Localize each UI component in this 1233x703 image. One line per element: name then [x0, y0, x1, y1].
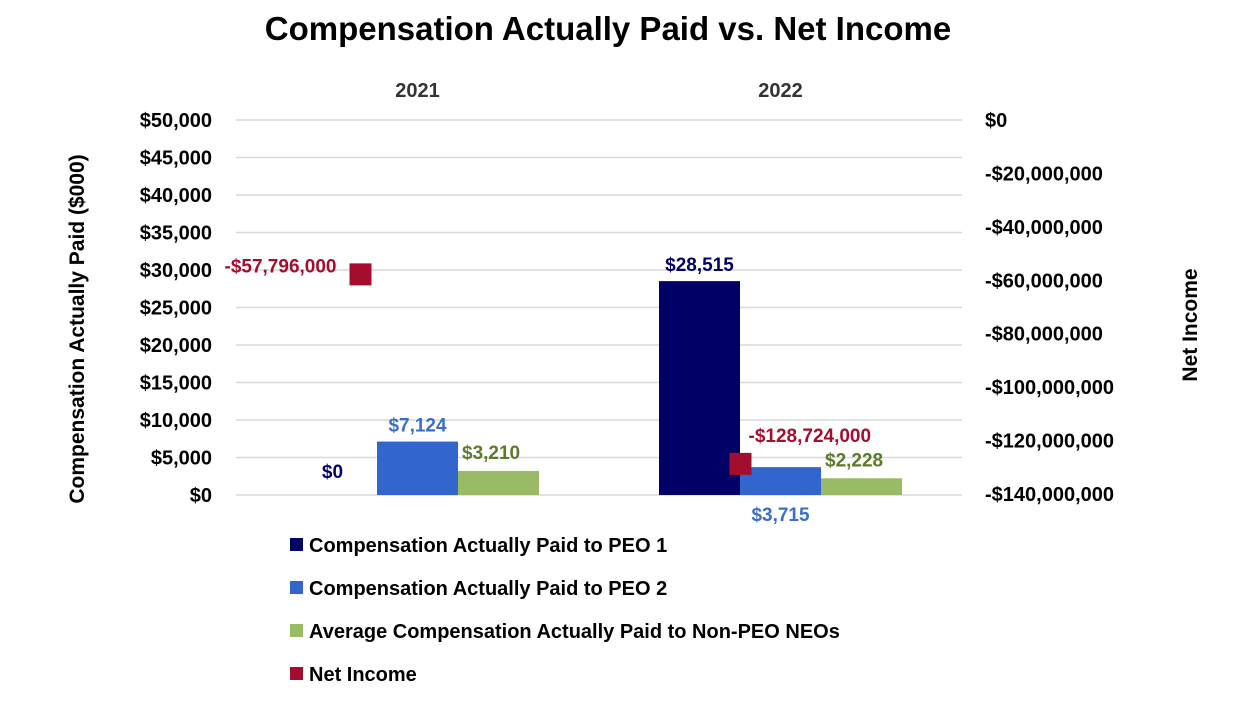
category-labels: 2021 2022 [395, 80, 803, 102]
bar [458, 470, 539, 495]
y-tick-label: $0 [190, 485, 212, 507]
y-tick-label: $25,000 [140, 298, 212, 320]
bar [821, 478, 902, 495]
chart-title: Compensation Actually Paid vs. Net Incom… [265, 10, 951, 47]
legend-swatch [290, 581, 303, 594]
category-label: 2022 [758, 80, 803, 102]
y2-tick-label: -$20,000,000 [985, 163, 1103, 185]
markers [349, 263, 752, 475]
net-income-marker [729, 452, 752, 475]
y-axis-ticks: $0 $5,000 $10,000 $15,000 $20,000 $25,000 $30,… [140, 110, 212, 507]
y2-axis-title: Net Income [1179, 268, 1202, 381]
data-label: -$57,796,000 [225, 256, 337, 277]
data-label: -$128,724,000 [749, 426, 872, 447]
data-label: $28,515 [665, 255, 734, 276]
data-label: $0 [322, 462, 343, 483]
data-labels: $0 $28,515 $7,124 $3,715 $3,210 $2,228 -$57,79… [225, 255, 884, 526]
y2-tick-label: -$40,000,000 [985, 217, 1103, 239]
data-label: $3,210 [462, 443, 520, 464]
legend-label: Net Income [309, 664, 417, 686]
bar [659, 281, 740, 495]
legend-label: Average Compensation Actually Paid to No… [309, 621, 840, 643]
y-axis-title: Compensation Actually Paid ($000) [66, 154, 89, 503]
category-label: 2021 [395, 80, 440, 102]
bar [377, 441, 458, 495]
y-tick-label: $30,000 [140, 260, 212, 282]
y-tick-label: $40,000 [140, 185, 212, 207]
y2-axis-ticks: $0 -$20,000,000 -$40,000,000 -$60,000,000 -$… [985, 110, 1114, 506]
data-label: $7,124 [388, 416, 447, 437]
bars [377, 281, 902, 495]
y-tick-label: $20,000 [140, 335, 212, 357]
y2-tick-label: -$60,000,000 [985, 270, 1103, 292]
y2-tick-label: $0 [985, 110, 1007, 132]
y2-tick-label: -$140,000,000 [985, 484, 1114, 506]
y2-tick-label: -$80,000,000 [985, 324, 1103, 346]
y-tick-label: $15,000 [140, 373, 212, 395]
legend-swatch [290, 667, 303, 680]
net-income-marker [349, 263, 372, 286]
legend: Compensation Actually Paid to PEO 1 Compe… [290, 535, 840, 686]
y-tick-label: $45,000 [140, 148, 212, 170]
legend-swatch [290, 538, 303, 551]
legend-swatch [290, 624, 303, 637]
legend-label: Compensation Actually Paid to PEO 1 [309, 535, 667, 557]
y-tick-label: $10,000 [140, 410, 212, 432]
data-label: $2,228 [825, 450, 883, 471]
bar [740, 467, 821, 495]
legend-label: Compensation Actually Paid to PEO 2 [309, 578, 667, 600]
y2-tick-label: -$100,000,000 [985, 377, 1114, 399]
y-tick-label: $5,000 [151, 448, 212, 470]
data-label: $3,715 [751, 505, 810, 526]
y-tick-label: $50,000 [140, 110, 212, 132]
y-tick-label: $35,000 [140, 223, 212, 245]
y2-tick-label: -$120,000,000 [985, 431, 1114, 453]
